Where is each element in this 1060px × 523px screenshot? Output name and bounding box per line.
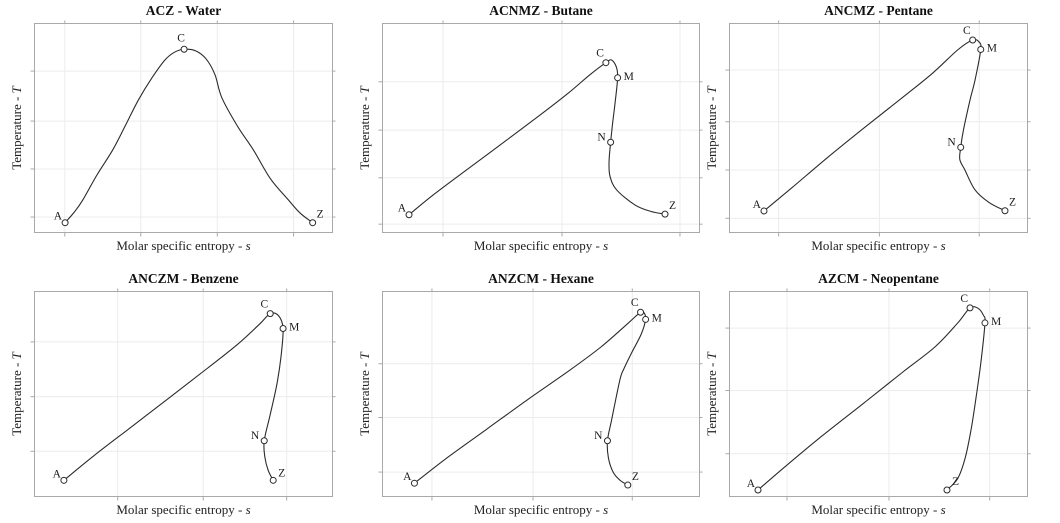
subplot-title-anzcm-hexane: ANZCM - Hexane: [488, 271, 594, 286]
point-label-a: A: [747, 478, 756, 490]
saturation-curve: [408, 59, 666, 216]
x-axis-label: Molar specific entropy - s: [811, 238, 946, 253]
axes-box: [729, 291, 1028, 497]
point-label-a: A: [403, 471, 412, 483]
point-marker-c: [180, 45, 188, 53]
axes-box: [382, 23, 700, 233]
point-label-m: M: [652, 312, 662, 324]
subplot-title-acz-water: ACZ - Water: [145, 3, 222, 18]
point-marker-a: [760, 207, 768, 215]
y-axis-label: Temperature - T: [704, 352, 719, 436]
plot-area-anzcm-hexane: A C M N Z: [378, 288, 703, 501]
point-label-a: A: [398, 203, 407, 215]
point-marker-z: [661, 210, 669, 218]
point-marker-z: [624, 481, 632, 489]
axes-box: [34, 23, 333, 233]
point-marker-a: [61, 219, 69, 227]
point-label-z: Z: [669, 200, 676, 212]
point-label-c: C: [596, 48, 604, 60]
saturation-curve: [63, 312, 284, 481]
axes-box: [34, 291, 333, 497]
point-marker-c: [969, 36, 977, 44]
point-label-c: C: [261, 299, 269, 311]
y-axis-label: Temperature - T: [9, 352, 24, 436]
point-marker-m: [642, 315, 650, 323]
saturation-curve: [763, 38, 1006, 212]
point-marker-m: [279, 324, 287, 332]
point-label-n: N: [947, 136, 956, 148]
x-axis-label: Molar specific entropy - s: [811, 502, 946, 517]
point-marker-m: [977, 45, 985, 53]
subplot-title-azcm-neopentane: AZCM - Neopentane: [818, 271, 939, 286]
point-label-n: N: [597, 131, 606, 143]
y-axis-label: Temperature - T: [704, 86, 719, 170]
saturation-curve: [414, 310, 647, 486]
point-label-a: A: [54, 211, 63, 223]
y-axis-label: Temperature - T: [357, 86, 372, 170]
point-marker-n: [603, 437, 611, 445]
point-marker-a: [410, 479, 418, 487]
point-marker-z: [1001, 207, 1009, 215]
plot-area-azcm-neopentane: A C M Z: [725, 288, 1031, 501]
subplot-title-ancmz-pentane: ANCMZ - Pentane: [824, 3, 933, 18]
point-marker-n: [260, 437, 268, 445]
point-marker-n: [957, 143, 965, 151]
point-marker-z: [943, 486, 951, 494]
x-axis-label: Molar specific entropy - s: [473, 502, 609, 517]
point-marker-m: [981, 319, 989, 327]
point-label-z: Z: [1009, 197, 1016, 209]
y-axis-label: Temperature - T: [9, 86, 24, 170]
saturation-curve: [757, 306, 986, 491]
point-label-c: C: [960, 293, 968, 305]
axes-box: [729, 23, 1028, 233]
point-label-a: A: [53, 468, 62, 480]
point-label-c: C: [963, 25, 971, 37]
point-marker-a: [754, 486, 762, 494]
plot-area-acnmz-butane: A C M N Z: [378, 20, 703, 237]
point-marker-n: [607, 138, 615, 146]
point-marker-a: [405, 211, 413, 219]
point-label-n: N: [594, 430, 603, 442]
point-label-z: Z: [952, 476, 959, 488]
point-marker-c: [637, 308, 645, 316]
point-label-c: C: [631, 297, 639, 309]
point-label-m: M: [987, 42, 997, 54]
plot-area-acz-water: A C Z: [30, 20, 336, 237]
axes-box: [382, 291, 700, 497]
plot-area-ancmz-pentane: A C M N Z: [725, 20, 1031, 237]
point-marker-m: [614, 74, 622, 82]
subplot-title-acnmz-butane: ACNMZ - Butane: [489, 3, 593, 18]
point-marker-c: [266, 310, 274, 318]
point-marker-a: [60, 476, 68, 484]
point-label-m: M: [624, 71, 634, 83]
point-marker-z: [269, 476, 277, 484]
x-axis-label: Molar specific entropy - s: [473, 238, 609, 253]
x-axis-label: Molar specific entropy - s: [116, 502, 251, 517]
point-marker-z: [309, 219, 317, 227]
y-axis-label: Temperature - T: [357, 352, 372, 436]
subplot-title-anczm-benzene: ANCZM - Benzene: [128, 271, 239, 286]
point-label-z: Z: [632, 471, 639, 483]
point-label-z: Z: [278, 467, 285, 479]
x-axis-label: Molar specific entropy - s: [116, 238, 251, 253]
point-label-m: M: [991, 316, 1001, 328]
point-marker-c: [966, 304, 974, 312]
point-label-a: A: [753, 199, 762, 211]
saturation-curve: [64, 48, 314, 224]
point-label-n: N: [251, 430, 260, 442]
point-label-m: M: [289, 321, 299, 333]
plot-area-anczm-benzene: A C M N Z: [30, 288, 336, 501]
point-marker-c: [602, 59, 610, 67]
point-label-z: Z: [317, 209, 324, 221]
point-label-c: C: [177, 32, 185, 44]
